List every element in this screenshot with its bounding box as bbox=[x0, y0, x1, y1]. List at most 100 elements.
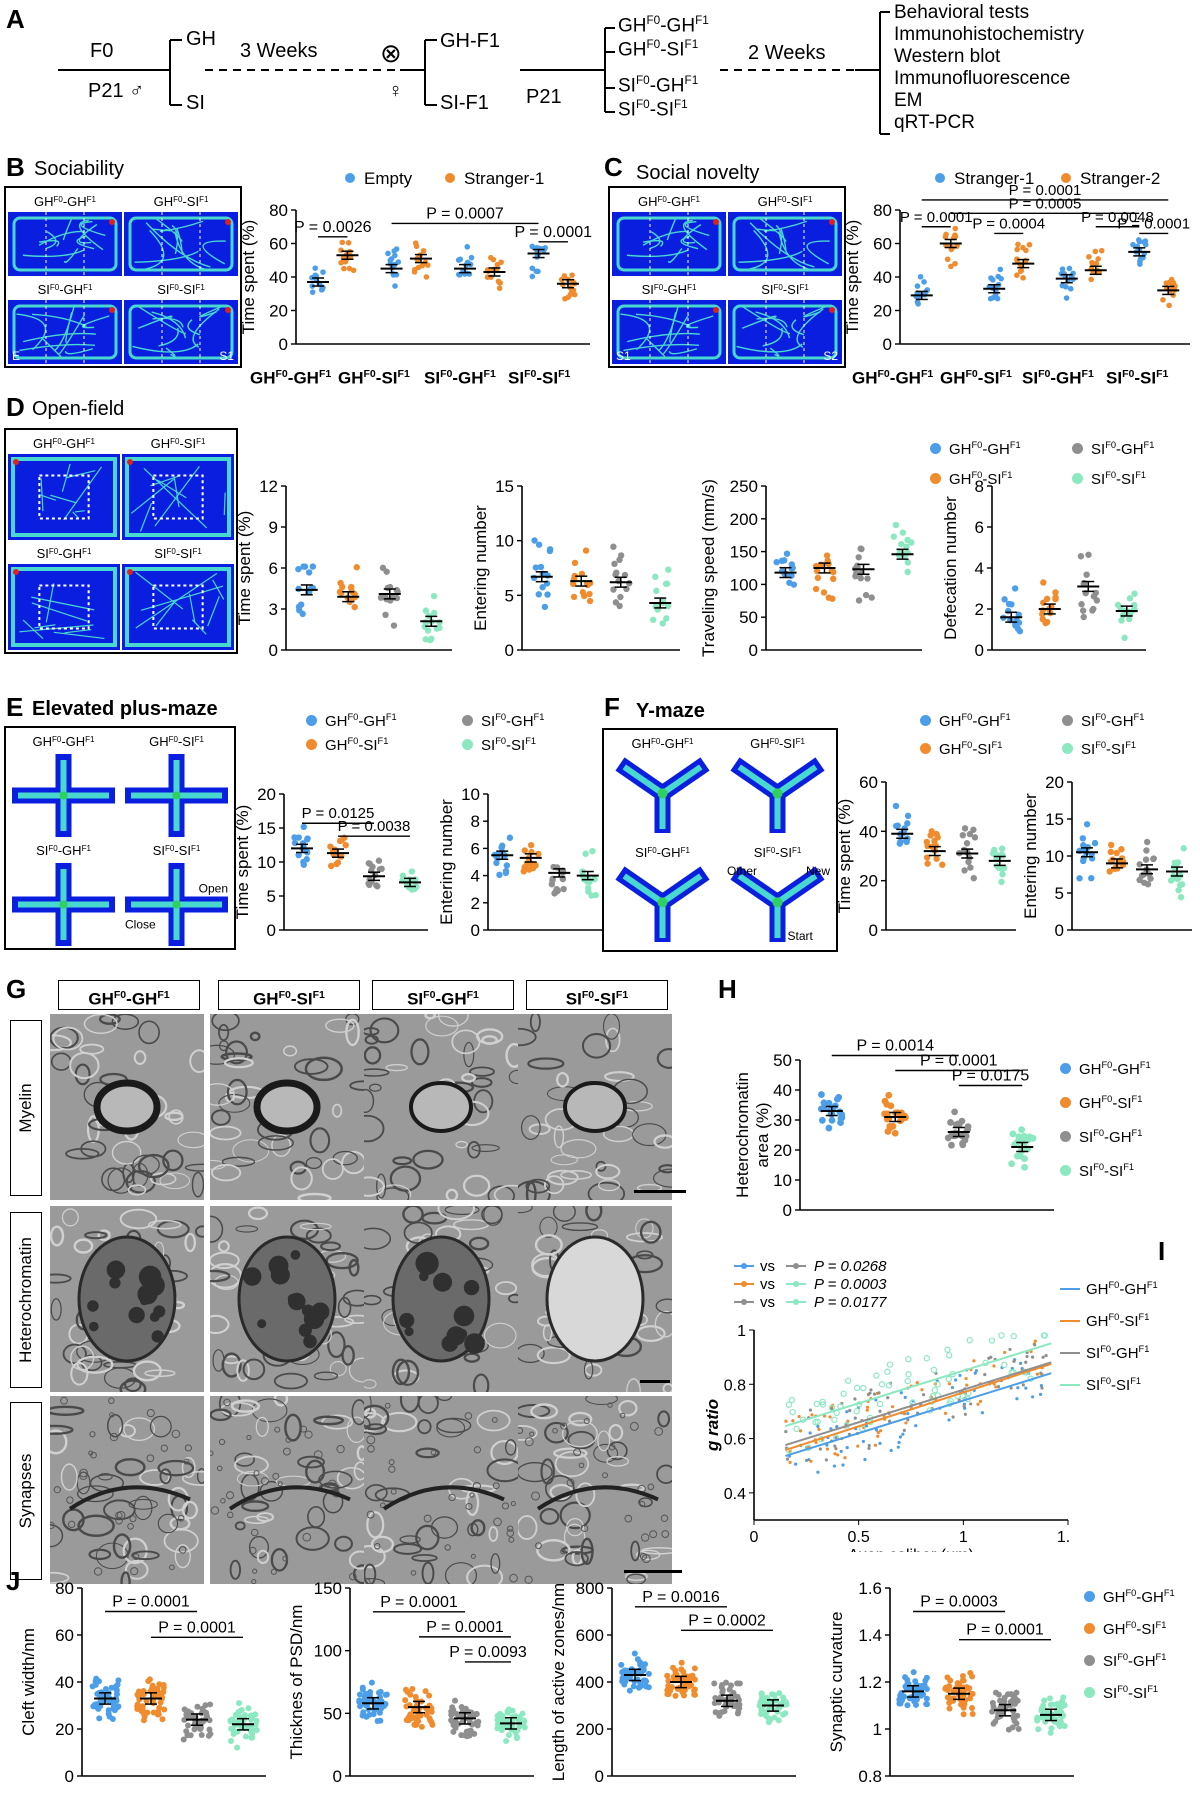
membrane bbox=[229, 1559, 242, 1580]
group-label-part: F0 bbox=[1095, 740, 1107, 750]
y-axis-label: Time spent (%) bbox=[240, 220, 258, 335]
synaptic-vesicle bbox=[639, 1501, 646, 1508]
data-point bbox=[535, 591, 542, 598]
micrograph-texture bbox=[34, 1013, 219, 1200]
legend-marker bbox=[1060, 1131, 1071, 1143]
data-point bbox=[912, 1678, 919, 1685]
em-micrograph bbox=[35, 1396, 219, 1593]
group-label-part: -GH bbox=[58, 843, 82, 858]
heterochromatin-clump bbox=[288, 1292, 306, 1311]
membrane bbox=[249, 1031, 261, 1042]
group-label-part: GH bbox=[1079, 1095, 1102, 1112]
data-point bbox=[789, 1408, 796, 1416]
data-point bbox=[1107, 848, 1114, 856]
membrane bbox=[159, 1172, 191, 1190]
data-point bbox=[1046, 1695, 1053, 1702]
group-label-part: F0 bbox=[48, 844, 58, 853]
y-tick-label: 10 bbox=[495, 532, 514, 551]
membrane bbox=[242, 1358, 266, 1381]
data-point bbox=[503, 862, 511, 869]
data-point bbox=[339, 583, 346, 591]
membrane bbox=[235, 1225, 259, 1233]
group-label-part: -SI bbox=[594, 989, 616, 1009]
data-point bbox=[891, 1129, 899, 1137]
p-value-label: P = 0.0014 bbox=[856, 1038, 934, 1055]
heterochromatin-clump bbox=[143, 1274, 165, 1297]
synaptic-vesicle bbox=[132, 1553, 140, 1560]
panel-letter: B bbox=[6, 152, 25, 182]
f1-group: SIF0-SIF1 bbox=[618, 98, 688, 121]
data-point bbox=[1066, 265, 1073, 272]
group-label-part: F0 bbox=[347, 736, 359, 746]
panel-letter: H bbox=[718, 974, 737, 1004]
x-tick-labels: GHF0-GHF1 GHF0-SIF1 SIF0-GHF1 SIF0-SIF1 bbox=[844, 368, 1200, 396]
membrane bbox=[70, 1361, 89, 1386]
postsynaptic-density bbox=[228, 1485, 351, 1511]
data-point bbox=[154, 1685, 161, 1692]
data-point bbox=[1016, 1386, 1020, 1390]
group-label-part: -SI bbox=[179, 436, 196, 451]
data-point bbox=[961, 867, 968, 874]
data-point bbox=[497, 280, 503, 286]
data-point bbox=[105, 1710, 112, 1717]
data-point bbox=[466, 1727, 473, 1734]
membrane bbox=[107, 1413, 124, 1438]
membrane bbox=[137, 1153, 170, 1179]
synapse-subchart: 0.8 1 1.2 1.4 1.6 Synaptic curvature P = 0.000… bbox=[827, 1560, 1080, 1791]
group-label-part: -SI bbox=[1134, 368, 1157, 388]
data-point bbox=[818, 1447, 822, 1451]
synaptic-vesicle bbox=[274, 1426, 281, 1433]
data-point bbox=[861, 1439, 865, 1444]
y-axis-label-line: area (%) bbox=[753, 1102, 772, 1167]
membrane bbox=[467, 1522, 479, 1537]
group-label-part: -SI bbox=[1116, 471, 1136, 488]
regression-line bbox=[785, 1361, 1052, 1447]
track-heatmap: SIF0-SIF1 bbox=[122, 546, 234, 650]
y-tick-label: 20 bbox=[1045, 773, 1064, 792]
membrane bbox=[481, 1204, 503, 1225]
group-label: SIF0-SIF1 bbox=[157, 282, 205, 297]
data-point bbox=[944, 1674, 951, 1681]
data-point bbox=[791, 1419, 795, 1423]
data-point bbox=[996, 1384, 1001, 1389]
data-point bbox=[1088, 276, 1094, 283]
hotspot bbox=[772, 788, 783, 799]
data-point bbox=[837, 1115, 845, 1122]
track-edge bbox=[12, 216, 118, 272]
track-heatmap: GHF0-SIF1 bbox=[124, 194, 238, 276]
data-point bbox=[553, 885, 560, 893]
membrane bbox=[543, 1175, 565, 1195]
data-point bbox=[814, 574, 822, 582]
membrane bbox=[181, 1500, 199, 1520]
data-point bbox=[798, 1429, 803, 1433]
synaptic-vesicle bbox=[448, 1493, 456, 1502]
group-label-part: F0 bbox=[961, 712, 973, 722]
track-path bbox=[155, 601, 176, 627]
y-tick-label: 5 bbox=[267, 887, 276, 906]
data-point bbox=[642, 1677, 649, 1684]
data-point bbox=[417, 1712, 424, 1719]
data-point bbox=[785, 1457, 790, 1461]
data-point bbox=[960, 1132, 967, 1140]
membrane bbox=[525, 1178, 551, 1194]
membrane bbox=[603, 1013, 621, 1040]
group-label-part: GH bbox=[1086, 1281, 1109, 1298]
myelin-sheath bbox=[563, 1081, 627, 1133]
data-point bbox=[736, 1705, 743, 1712]
group-label-part: F1 bbox=[377, 736, 389, 746]
data-point bbox=[788, 1460, 792, 1464]
p-value-label: P = 0.0093 bbox=[449, 1644, 527, 1661]
track-path bbox=[151, 311, 187, 339]
membrane bbox=[470, 1519, 486, 1537]
nucleus bbox=[77, 1235, 177, 1363]
f1-group: GHF0-GHF1 bbox=[618, 14, 709, 37]
data-point bbox=[374, 1718, 381, 1725]
data-point bbox=[864, 575, 871, 582]
data-point bbox=[672, 1692, 679, 1699]
data-point bbox=[989, 1708, 996, 1715]
data-point bbox=[960, 1711, 967, 1718]
membrane bbox=[123, 1417, 156, 1442]
arena-floor bbox=[8, 564, 120, 650]
